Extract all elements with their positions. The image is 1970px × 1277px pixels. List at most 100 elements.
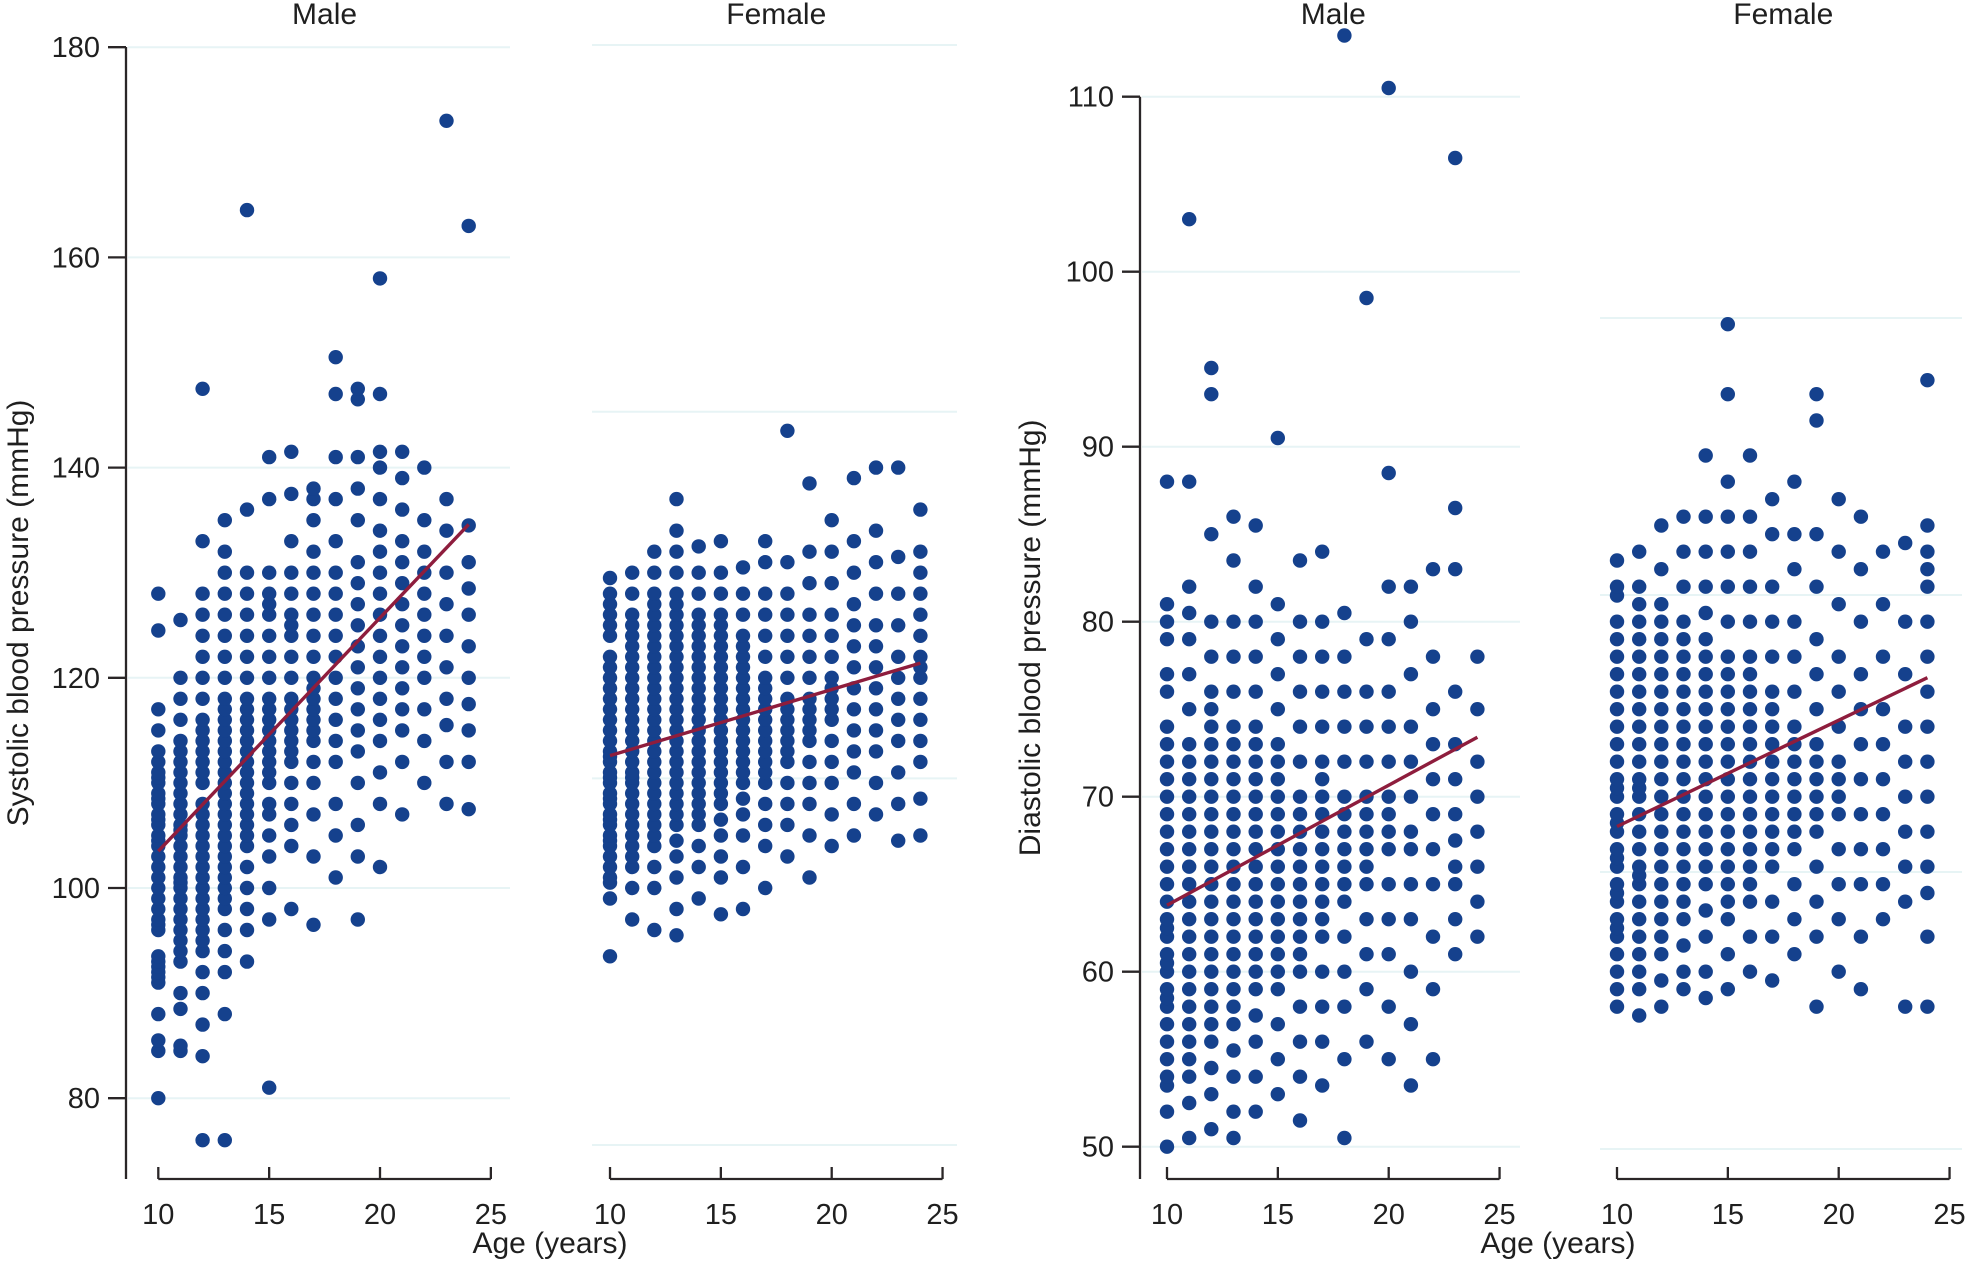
scatter-point	[1609, 999, 1625, 1014]
scatter-point	[1182, 929, 1197, 944]
scatter-point	[173, 933, 188, 948]
scatter-point	[151, 723, 166, 738]
scatter-point	[1292, 947, 1308, 962]
scatter-point	[1742, 964, 1758, 979]
scatter-point	[1270, 754, 1286, 769]
scatter-point	[802, 775, 817, 791]
scatter-point	[802, 576, 817, 591]
scatter-point	[1831, 842, 1846, 857]
scatter-point	[1292, 1069, 1308, 1084]
scatter-point	[1831, 544, 1846, 559]
scatter-point	[306, 586, 321, 601]
scatter-point	[625, 786, 640, 801]
scatter-point	[350, 513, 365, 528]
systolic-male-panel: Male 10 15 20 25	[128, 0, 510, 1231]
scatter-point	[713, 534, 729, 549]
scatter-point	[350, 912, 365, 927]
x-tick-label: 10	[594, 1199, 626, 1231]
scatter-point	[173, 691, 188, 706]
scatter-point	[1720, 387, 1736, 402]
scatter-point	[1654, 518, 1669, 533]
scatter-point	[913, 670, 928, 685]
scatter-point	[306, 491, 321, 507]
scatter-point	[173, 943, 188, 959]
scatter-point	[1853, 562, 1869, 577]
scatter-point	[1875, 544, 1891, 559]
scatter-point	[1765, 894, 1780, 909]
scatter-point	[669, 649, 684, 664]
scatter-point	[217, 964, 232, 980]
scatter-point	[1632, 772, 1647, 787]
scatter-point	[1632, 964, 1647, 979]
scatter-point	[735, 765, 751, 780]
scatter-point	[1654, 912, 1669, 927]
scatter-point	[1381, 684, 1396, 699]
scatter-point	[602, 870, 618, 885]
scatter-point	[1204, 1034, 1219, 1049]
scatter-point	[625, 565, 640, 580]
scatter-point	[1448, 912, 1463, 927]
scatter-point	[1315, 824, 1330, 839]
scatter-point	[647, 702, 662, 717]
scatter-point	[824, 807, 839, 822]
scatter-point	[284, 838, 299, 854]
scatter-point	[625, 807, 640, 822]
scatter-point	[1609, 982, 1625, 997]
scatter-point	[328, 565, 343, 580]
scatter-point	[1809, 754, 1824, 769]
scatter-point	[395, 444, 410, 459]
scatter-point	[1898, 894, 1913, 909]
scatter-point	[372, 544, 388, 559]
scatter-point	[1182, 754, 1197, 769]
scatter-point	[372, 460, 388, 475]
x-tick-label: 25	[475, 1199, 507, 1231]
scatter-point	[372, 523, 388, 538]
scatter-point	[306, 565, 321, 580]
scatter-point	[1698, 842, 1713, 857]
scatter-point	[1270, 1087, 1286, 1102]
scatter-point	[151, 754, 166, 770]
scatter-point	[1337, 842, 1352, 857]
scatter-point	[1787, 562, 1802, 577]
scatter-point	[1765, 807, 1780, 822]
scatter-point	[1226, 947, 1241, 962]
scatter-point	[217, 565, 232, 580]
scatter-point	[1609, 807, 1625, 822]
scatter-point	[1609, 579, 1625, 594]
scatter-point	[1875, 597, 1891, 612]
scatter-point	[913, 754, 928, 770]
scatter-point	[1809, 667, 1824, 682]
scatter-point	[669, 796, 684, 812]
scatter-point	[151, 702, 166, 717]
scatter-point	[758, 649, 773, 664]
scatter-point	[1226, 719, 1241, 734]
scatter-point	[372, 765, 388, 780]
scatter-point	[195, 901, 210, 917]
scatter-point	[439, 523, 454, 538]
scatter-point	[1403, 667, 1419, 682]
scatter-point	[1698, 509, 1713, 524]
scatter-point	[891, 586, 906, 601]
scatter-point	[239, 786, 255, 801]
scatter-point	[1226, 1130, 1241, 1146]
scatter-point	[1403, 824, 1419, 839]
scatter-point	[1609, 649, 1625, 664]
scatter-point	[1720, 894, 1736, 909]
scatter-point	[1270, 947, 1286, 962]
scatter-point	[439, 597, 454, 612]
scatter-point	[1159, 807, 1175, 822]
scatter-point	[1720, 474, 1736, 489]
scatter-point	[691, 838, 706, 854]
scatter-point	[1470, 649, 1485, 664]
x-tick-label: 10	[1151, 1199, 1183, 1231]
scatter-point	[195, 586, 210, 601]
scatter-point	[1809, 579, 1824, 594]
scatter-point	[173, 849, 188, 864]
scatter-point	[1831, 684, 1846, 699]
scatter-point	[1809, 527, 1824, 542]
scatter-point	[1787, 474, 1802, 489]
scatter-point	[151, 786, 166, 801]
scatter-point	[1787, 842, 1802, 857]
scatter-point	[1898, 535, 1913, 551]
scatter-point	[846, 618, 862, 633]
